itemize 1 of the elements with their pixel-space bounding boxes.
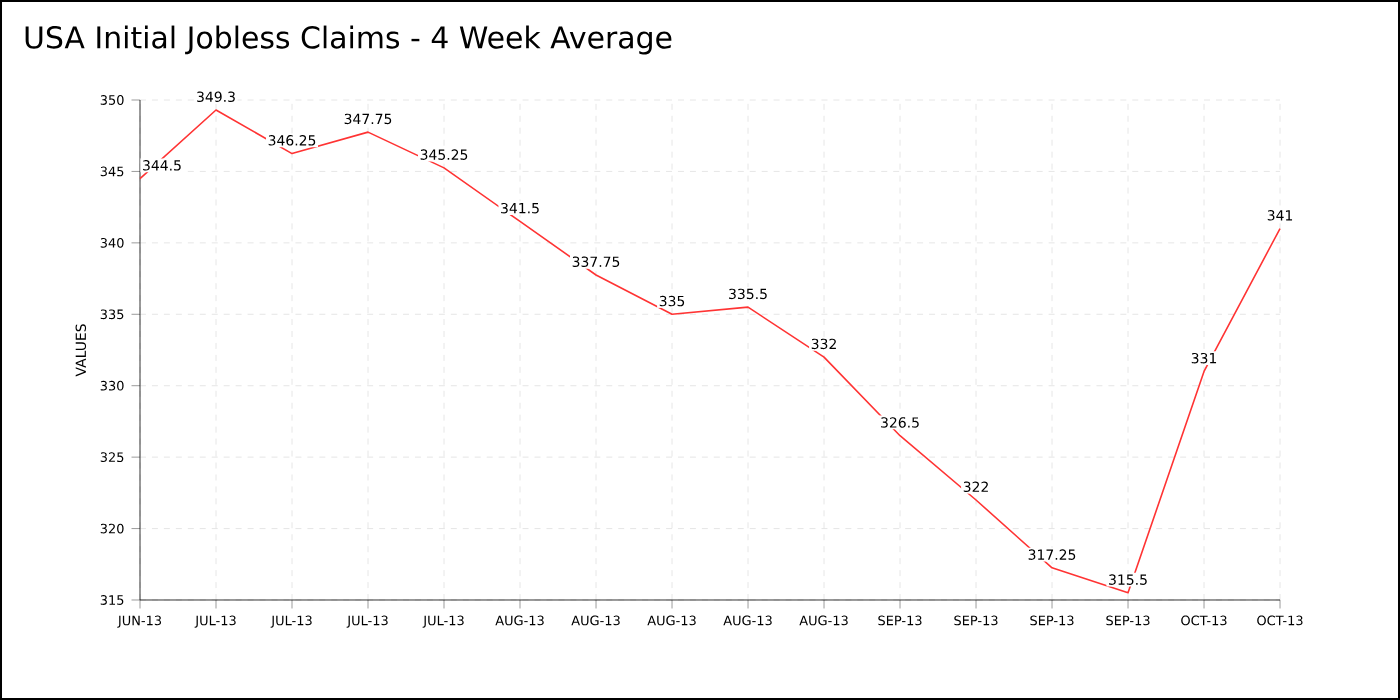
chart-title: USA Initial Jobless Claims - 4 Week Average — [25, 25, 672, 55]
